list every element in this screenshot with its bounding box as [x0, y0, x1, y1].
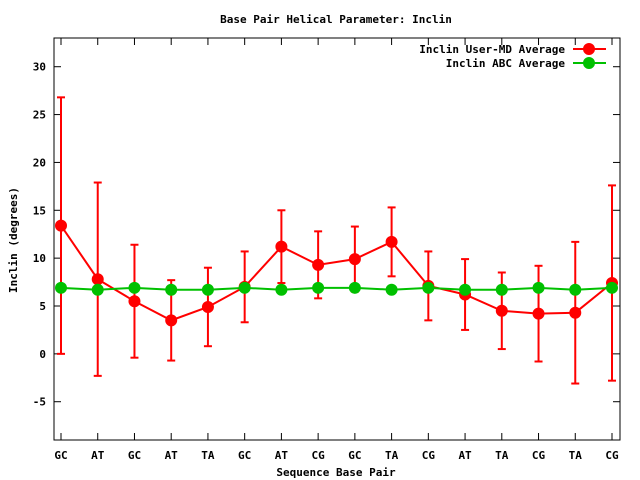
- data-point: [348, 281, 361, 294]
- data-point: [128, 281, 141, 294]
- data-point: [312, 258, 325, 271]
- x-axis-label: Sequence Base Pair: [276, 466, 396, 479]
- data-point: [128, 295, 141, 308]
- data-point: [55, 219, 67, 232]
- data-point: [91, 273, 104, 286]
- x-tick-label: TA: [385, 449, 399, 462]
- x-tick-label: CG: [422, 449, 436, 462]
- series-line: [60, 286, 613, 291]
- y-tick-label: 0: [39, 348, 46, 361]
- data-point: [422, 281, 435, 294]
- data-point: [312, 281, 325, 294]
- y-tick-label: 10: [33, 252, 46, 265]
- data-point: [532, 307, 545, 320]
- data-point: [91, 283, 104, 296]
- legend-label: Inclin ABC Average: [446, 57, 566, 70]
- y-axis-label: Inclin (degrees): [7, 187, 20, 293]
- x-tick-label: GC: [348, 449, 361, 462]
- data-point: [238, 281, 251, 294]
- y-tick-label: 15: [33, 204, 46, 217]
- data-point: [606, 281, 618, 294]
- data-point: [165, 314, 178, 327]
- x-tick-label: AT: [458, 449, 472, 462]
- data-point: [532, 281, 545, 294]
- series-line: [60, 225, 613, 322]
- x-tick-label: TA: [201, 449, 215, 462]
- data-point: [385, 283, 398, 296]
- x-tick-label: CG: [605, 449, 619, 462]
- data-point: [201, 283, 214, 296]
- x-tick-label: GC: [128, 449, 141, 462]
- x-axis: GC AT GC AT TA GC AT CG GC TA CG AT TA CG TA CG: [54, 38, 619, 462]
- x-tick-label: AT: [91, 449, 105, 462]
- y-tick-label: 30: [33, 61, 46, 74]
- series-layer: [55, 96, 618, 385]
- x-tick-label: CG: [312, 449, 326, 462]
- data-point: [275, 240, 288, 253]
- x-tick-label: GC: [54, 449, 67, 462]
- chart-title: Base Pair Helical Parameter: Inclin: [220, 13, 452, 26]
- x-tick-label: TA: [495, 449, 509, 462]
- y-tick-label: -5: [33, 396, 46, 409]
- y-tick-label: 5: [39, 300, 46, 313]
- x-tick-label: CG: [532, 449, 546, 462]
- data-point: [495, 304, 508, 317]
- series-2: [55, 281, 618, 296]
- data-point: [275, 283, 288, 296]
- x-tick-label: TA: [569, 449, 583, 462]
- legend-label: Inclin User-MD Average: [419, 43, 565, 56]
- data-point: [459, 283, 472, 296]
- data-point: [348, 253, 361, 266]
- data-point: [385, 235, 398, 248]
- data-point: [495, 283, 508, 296]
- x-tick-label: GC: [238, 449, 251, 462]
- x-tick-label: AT: [275, 449, 289, 462]
- y-tick-label: 20: [33, 156, 46, 169]
- y-axis: -5 0 5 10 15 20 25 30: [33, 61, 620, 409]
- plot-area: [53, 37, 621, 441]
- data-point: [569, 283, 582, 296]
- data-point: [201, 300, 214, 313]
- data-point: [165, 283, 178, 296]
- y-tick-label: 25: [33, 109, 46, 122]
- x-tick-label: AT: [165, 449, 179, 462]
- data-point: [55, 281, 67, 294]
- data-point: [569, 306, 582, 319]
- series-1: [55, 96, 618, 385]
- legend-marker: [583, 43, 595, 55]
- legend-marker: [583, 57, 595, 69]
